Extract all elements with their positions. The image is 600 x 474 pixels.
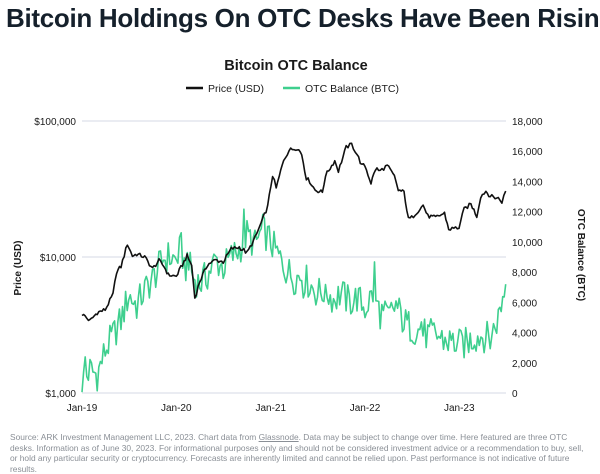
- y-left-axis-label: Price (USD): [13, 240, 24, 295]
- gridlines: [82, 120, 506, 394]
- glassnode-link[interactable]: Glassnode: [258, 432, 299, 442]
- x-tick-label: Jan-19: [67, 403, 98, 414]
- otc-balance-chart: Bitcoin OTC Balance Price (USD) OTC Bala…: [13, 58, 586, 414]
- x-tick-label: Jan-21: [255, 403, 286, 414]
- legend-label-otc: OTC Balance (BTC): [305, 83, 399, 95]
- y-right-tick-label: 4,000: [512, 329, 537, 340]
- y-right-tick-label: 2,000: [512, 359, 537, 370]
- y-right-tick-label: 16,000: [512, 147, 543, 158]
- y-right-tick-label: 12,000: [512, 208, 543, 219]
- y-right-tick-label: 10,000: [512, 238, 543, 249]
- y-right-axis-label: OTC Balance (BTC): [575, 209, 586, 301]
- series-line-otc-balance: [81, 208, 507, 393]
- y-right-tick-label: 6,000: [512, 298, 537, 309]
- x-tick-label: Jan-23: [444, 403, 475, 414]
- footnote-text-start: Source: ARK Investment Management LLC, 2…: [10, 432, 259, 442]
- y-left-tick-label: $10,000: [40, 253, 77, 264]
- headline: Bitcoin Holdings On OTC Desks Have Been …: [6, 3, 600, 33]
- y-right-tick-label: 18,000: [512, 117, 543, 128]
- y-left-tick-label: $100,000: [34, 117, 76, 128]
- chart-title: Bitcoin OTC Balance: [224, 58, 367, 74]
- y-right-tick-label: 14,000: [512, 177, 543, 188]
- source-footnote: Source: ARK Investment Management LLC, 2…: [10, 432, 590, 474]
- x-tick-labels: Jan-19 Jan-20 Jan-21 Jan-22 Jan-23: [67, 403, 475, 414]
- legend-label-price: Price (USD): [208, 83, 264, 95]
- series-line-price: [81, 142, 507, 322]
- y-left-tick-label: $1,000: [45, 389, 76, 400]
- y-right-tick-label: 0: [512, 389, 518, 400]
- y-right-tick-label: 8,000: [512, 268, 537, 279]
- x-tick-label: Jan-22: [350, 403, 381, 414]
- y-left-tick-labels: $1,000 $10,000 $100,000: [34, 117, 76, 400]
- y-right-tick-labels: 0 2,000 4,000 6,000 8,000 10,000 12,000 14,000 1…: [512, 117, 543, 400]
- legend: Price (USD) OTC Balance (BTC): [186, 83, 399, 95]
- x-tick-label: Jan-20: [161, 403, 192, 414]
